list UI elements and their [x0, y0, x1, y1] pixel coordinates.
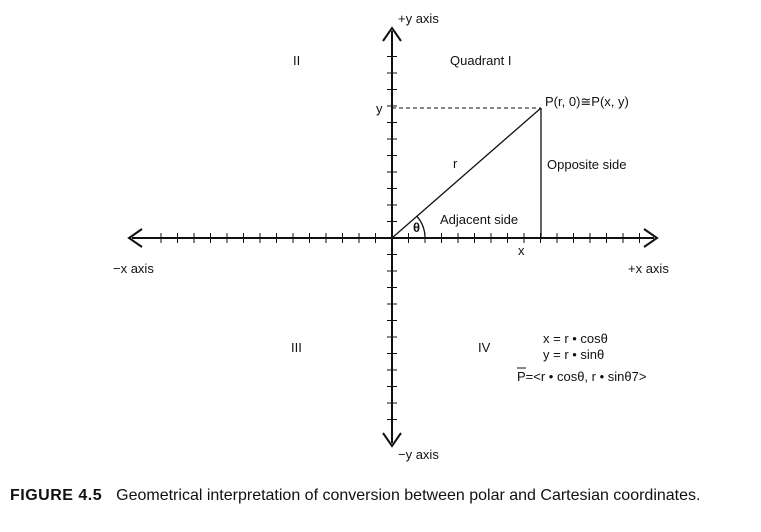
x-coordinate-label: x [518, 243, 525, 258]
neg-x-axis-label: −x axis [113, 261, 154, 276]
pos-y-axis-label: +y axis [398, 11, 439, 26]
x-axis-left-arrow [127, 228, 143, 248]
coordinate-diagram: +y axis −y axis −x axis +x axis x y Quad… [113, 11, 669, 462]
quadrant-1-label: Quadrant I [450, 53, 511, 68]
adjacent-side-label: Adjacent side [440, 212, 518, 227]
hypotenuse-r-label: r [453, 156, 458, 171]
quadrant-2-label: II [293, 53, 300, 68]
figure-caption-label: FIGURE 4.5 [10, 487, 103, 504]
angle-theta-label: θ [413, 220, 420, 235]
y-axis-top-arrow [382, 26, 402, 42]
p-vector-equation: P=<r • cosθ, r • sinθ7> [517, 369, 646, 384]
y-equation: y = r • sinθ [543, 347, 604, 362]
neg-y-axis-label: −y axis [398, 447, 439, 462]
hypotenuse-line [391, 107, 542, 239]
x-equation: x = r • cosθ [543, 331, 608, 346]
pos-x-axis-label: +x axis [628, 261, 669, 276]
y-axis-bottom-arrow [382, 432, 402, 448]
opposite-side-label: Opposite side [547, 157, 627, 172]
quadrant-3-label: III [291, 340, 302, 355]
quadrant-4-label: IV [478, 340, 491, 355]
x-axis-right-arrow [643, 228, 659, 248]
point-p-label: P(r, 0)≅P(x, y) [545, 94, 629, 109]
y-coordinate-label: y [376, 101, 383, 116]
angle-arc [416, 215, 426, 239]
figure-caption: FIGURE 4.5 Geometrical interpretation of … [10, 486, 750, 506]
figure-caption-text: Geometrical interpretation of conversion… [116, 487, 701, 504]
